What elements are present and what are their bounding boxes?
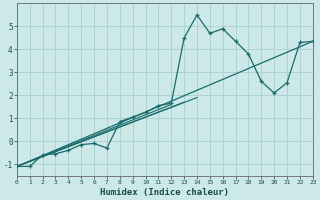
X-axis label: Humidex (Indice chaleur): Humidex (Indice chaleur) bbox=[100, 188, 229, 197]
